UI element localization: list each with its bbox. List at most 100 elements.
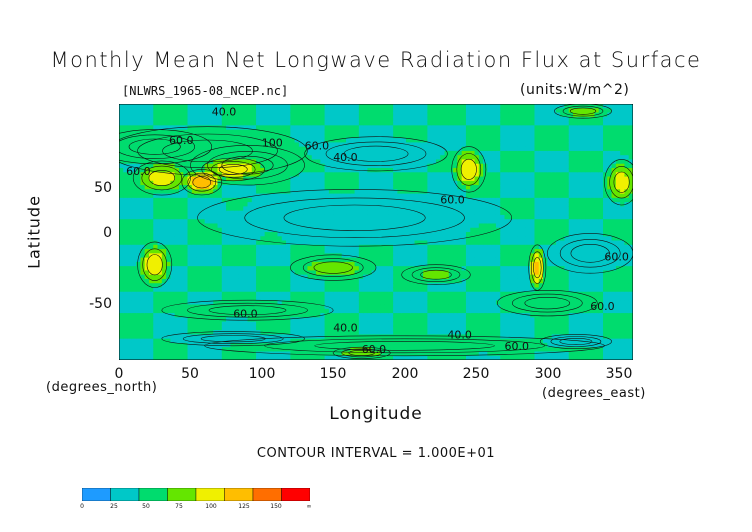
heatmap-cell: [470, 236, 476, 242]
heatmap-cell: [371, 257, 377, 263]
heatmap-cell: [204, 142, 210, 148]
heatmap-cell: [350, 266, 356, 271]
heatmap-cell: [427, 180, 433, 186]
heatmap-cell: [144, 287, 150, 293]
heatmap-cell: [196, 176, 201, 182]
heatmap-cell: [427, 283, 433, 289]
heatmap-cell: [136, 163, 142, 169]
heatmap-cell: [161, 266, 167, 271]
heatmap-cell: [316, 347, 321, 353]
heatmap-cell: [161, 180, 167, 186]
heatmap-cell: [230, 180, 236, 186]
heatmap-cell: [346, 180, 351, 186]
heatmap-cell: [148, 351, 154, 357]
heatmap-cell: [384, 146, 390, 152]
heatmap-cell: [174, 296, 180, 301]
heatmap-cell: [380, 325, 386, 331]
heatmap-cell: [457, 210, 463, 216]
heatmap-cell: [333, 330, 339, 335]
heatmap-cell: [307, 287, 313, 293]
heatmap-cell: [256, 202, 261, 207]
heatmap-cell: [230, 227, 236, 233]
heatmap-cell: [131, 172, 137, 178]
heatmap-cell: [204, 308, 210, 314]
heatmap-cell: [238, 287, 244, 293]
heatmap-cell: [238, 317, 244, 323]
heatmap-cell: [144, 176, 150, 182]
heatmap-cell: [311, 155, 317, 161]
heatmap-cell: [328, 266, 334, 271]
heatmap-cell: [431, 159, 437, 165]
heatmap-cell: [196, 257, 201, 263]
heatmap-cell: [208, 129, 214, 135]
heatmap-cell: [358, 172, 364, 178]
heatmap-cell: [354, 159, 360, 165]
heatmap-cell: [170, 283, 176, 289]
heatmap-cell: [234, 108, 240, 114]
heatmap-cell: [371, 296, 377, 301]
heatmap-cell: [448, 138, 454, 143]
heatmap-cell: [298, 278, 304, 284]
heatmap-cell: [166, 129, 171, 135]
heatmap-cell: [448, 206, 454, 212]
heatmap-cell: [273, 330, 279, 335]
heatmap-cell: [328, 168, 334, 173]
heatmap-cell: [354, 185, 360, 190]
heatmap-cell: [294, 142, 300, 148]
heatmap-cell: [405, 317, 411, 323]
heatmap-cell: [470, 296, 476, 301]
heatmap-cell: [217, 168, 223, 173]
heatmap-cell: [448, 112, 454, 118]
heatmap-cell: [320, 159, 326, 165]
heatmap-cell: [136, 266, 142, 271]
heatmap-cell: [427, 296, 433, 301]
heatmap-cell: [384, 159, 390, 165]
heatmap-cell: [208, 210, 214, 216]
heatmap-cell: [183, 321, 189, 327]
heatmap-cell: [273, 300, 279, 306]
heatmap-cell: [213, 325, 219, 331]
heatmap-cell: [187, 163, 193, 169]
heatmap-cell: [388, 291, 394, 297]
heatmap-cell: [127, 193, 133, 199]
heatmap-cell: [397, 163, 403, 169]
heatmap-cell: [221, 351, 227, 357]
heatmap-cell: [320, 180, 326, 186]
heatmap-cell: [264, 108, 270, 114]
heatmap-cell: [247, 210, 253, 216]
heatmap-cell: [371, 150, 377, 156]
heatmap-cell: [414, 159, 420, 165]
heatmap-cell: [418, 227, 424, 233]
heatmap-cell: [350, 227, 356, 233]
heatmap-cell: [418, 180, 424, 186]
heatmap-cell: [123, 317, 129, 323]
heatmap-cell: [350, 168, 356, 173]
heatmap-cell: [234, 133, 240, 139]
heatmap-cell: [367, 193, 373, 199]
heatmap-cell: [238, 283, 244, 289]
heatmap-cell: [427, 270, 433, 276]
heatmap-cell: [465, 308, 471, 314]
heatmap-cell: [350, 240, 356, 246]
heatmap-cell: [213, 232, 219, 237]
heatmap-cell: [144, 108, 150, 114]
heatmap-cell: [341, 244, 347, 250]
heatmap-cell: [148, 338, 154, 344]
heatmap-cell: [388, 172, 394, 178]
heatmap-cell: [208, 304, 214, 310]
heatmap-cell: [178, 351, 184, 357]
heatmap-cell: [341, 227, 347, 233]
heatmap-cell: [123, 116, 129, 122]
heatmap-cell: [388, 321, 394, 327]
heatmap-cell: [161, 249, 167, 254]
heatmap-cell: [294, 116, 300, 122]
heatmap-cell: [136, 300, 142, 306]
heatmap-cell: [465, 146, 471, 152]
heatmap-cell: [307, 313, 313, 318]
heatmap-cell: [277, 142, 283, 148]
heatmap-cell: [153, 232, 159, 237]
heatmap-cell: [410, 142, 416, 148]
heatmap-cell: [320, 150, 326, 156]
heatmap-cell: [388, 210, 394, 216]
heatmap-cell: [431, 355, 437, 360]
